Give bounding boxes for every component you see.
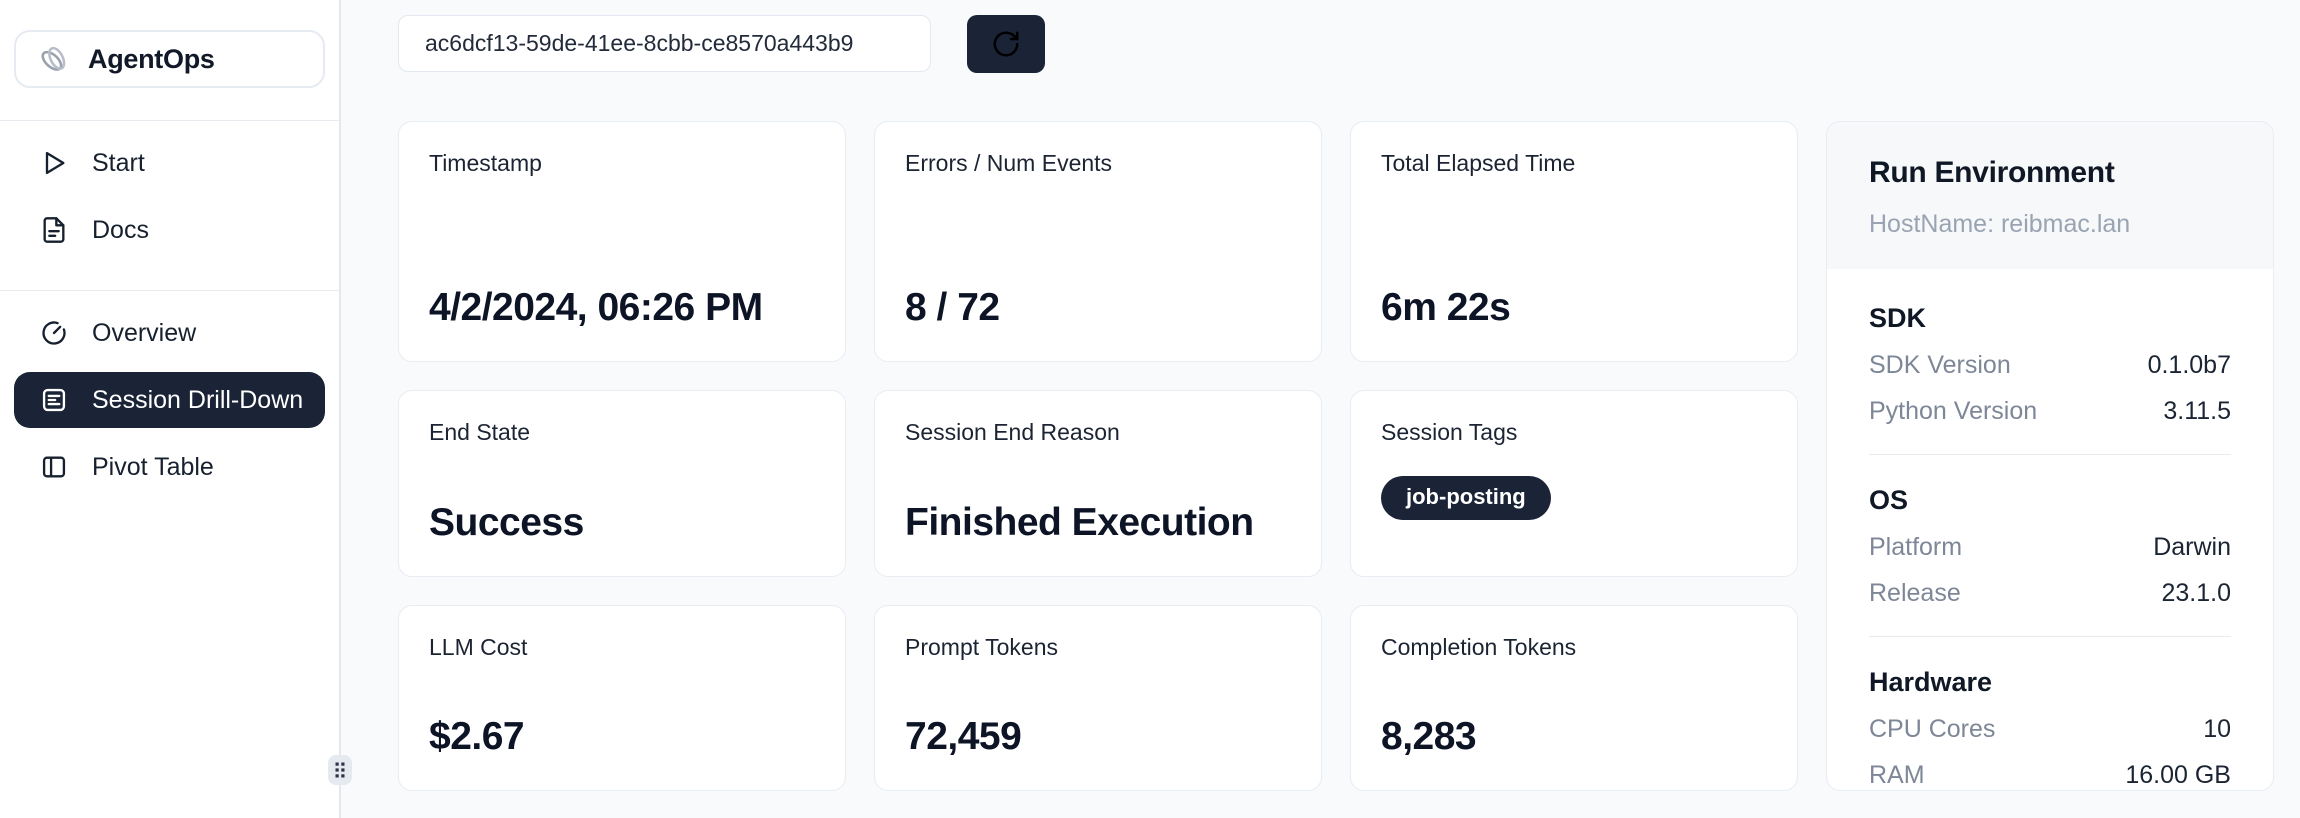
card-end-state: End State Success <box>398 390 846 577</box>
docs-icon <box>43 217 65 243</box>
env-row-value: 10 <box>2203 715 2231 743</box>
section-title-sdk: SDK <box>1869 303 1927 333</box>
card-label: Completion Tokens <box>1381 634 1577 660</box>
card-total-elapsed-time: Total Elapsed Time 6m 22s <box>1350 121 1798 362</box>
sidebar-item-docs[interactable]: Docs <box>14 202 325 258</box>
env-row: CPU Cores 10 <box>1869 715 2231 744</box>
sidebar-nav-main: Overview Session Drill-Down Pivot Table <box>14 305 325 495</box>
section-divider <box>1869 454 2231 455</box>
env-row-value: 0.1.0b7 <box>2147 351 2231 379</box>
sidebar-item-label: Start <box>92 148 145 177</box>
hostname-text: HostName: reibmac.lan <box>1869 210 2131 238</box>
run-environment-body: SDK SDK Version 0.1.0b7 Python Version 3… <box>1827 269 2273 790</box>
logo[interactable]: AgentOps <box>14 30 325 88</box>
card-label: Timestamp <box>429 150 542 176</box>
card-session-end-reason: Session End Reason Finished Execution <box>874 390 1322 577</box>
session-tag-badge: job-posting <box>1381 476 1551 520</box>
card-label: Session End Reason <box>905 419 1120 445</box>
agentops-logo-icon <box>36 41 72 77</box>
pivot-panel-icon <box>42 456 66 478</box>
refresh-icon <box>993 31 1019 57</box>
card-errors-num-events: Errors / Num Events 8 / 72 <box>874 121 1322 362</box>
grip-dots-icon <box>335 762 345 778</box>
env-row: Python Version 3.11.5 <box>1869 397 2231 426</box>
card-label: End State <box>429 419 531 445</box>
card-value: 8 / 72 <box>905 285 1000 329</box>
card-llm-cost: LLM Cost $2.67 <box>398 605 846 791</box>
run-environment-panel: Run Environment HostName: reibmac.lan SD… <box>1826 121 2274 791</box>
section-divider <box>1869 636 2231 637</box>
card-session-tags: Session Tags job-posting <box>1350 390 1798 577</box>
card-label: Prompt Tokens <box>905 634 1058 660</box>
sidebar-resize-handle[interactable] <box>328 755 352 785</box>
card-value: 6m 22s <box>1381 285 1511 329</box>
card-completion-tokens: Completion Tokens 8,283 <box>1350 605 1798 791</box>
sidebar-item-pivot-table[interactable]: Pivot Table <box>14 439 325 495</box>
logo-text: AgentOps <box>88 43 215 74</box>
sidebar-item-label: Docs <box>92 215 149 244</box>
section-title-os: OS <box>1869 485 1909 515</box>
sidebar-item-label: Pivot Table <box>92 452 214 481</box>
card-timestamp: Timestamp 4/2/2024, 06:26 PM <box>398 121 846 362</box>
card-label: LLM Cost <box>429 634 528 660</box>
section-title-hardware: Hardware <box>1869 667 1993 697</box>
sidebar-item-overview[interactable]: Overview <box>14 305 325 361</box>
sidebar-item-session-drill-down[interactable]: Session Drill-Down <box>14 372 325 428</box>
run-environment-header: Run Environment HostName: reibmac.lan <box>1827 122 2273 269</box>
play-icon <box>45 151 65 175</box>
card-value: $2.67 <box>429 714 525 758</box>
card-value: 72,459 <box>905 714 1022 758</box>
main-content: Timestamp 4/2/2024, 06:26 PM Errors / Nu… <box>341 0 2300 818</box>
sidebar-divider <box>0 290 339 291</box>
gauge-icon <box>42 321 66 345</box>
metrics-grid: Timestamp 4/2/2024, 06:26 PM Errors / Nu… <box>398 121 2274 791</box>
session-id-input[interactable] <box>398 15 931 72</box>
card-label: Session Tags <box>1381 419 1518 445</box>
env-row-value: 16.00 GB <box>2125 761 2231 789</box>
card-value: 4/2/2024, 06:26 PM <box>429 285 763 329</box>
sidebar-divider <box>0 120 339 121</box>
sidebar-item-start[interactable]: Start <box>14 135 325 191</box>
env-row: SDK Version 0.1.0b7 <box>1869 351 2231 380</box>
sidebar-item-label: Session Drill-Down <box>92 385 304 414</box>
env-row-label: SDK Version <box>1869 351 2011 379</box>
env-row-label: Platform <box>1869 533 1963 561</box>
env-row: Release 23.1.0 <box>1869 579 2231 608</box>
env-row-value: 3.11.5 <box>2163 397 2231 425</box>
panel-title: Run Environment <box>1869 156 2115 189</box>
card-value: Finished Execution <box>905 500 1254 544</box>
env-row: RAM 16.00 GB <box>1869 761 2231 790</box>
sidebar: AgentOps Start Docs <box>0 0 352 818</box>
env-row-value: Darwin <box>2153 533 2231 561</box>
card-value: Success <box>429 500 584 544</box>
sidebar-nav-top: Start Docs <box>14 135 325 258</box>
env-row-value: 23.1.0 <box>2161 579 2231 607</box>
card-label: Errors / Num Events <box>905 150 1113 176</box>
env-row-label: CPU Cores <box>1869 715 1996 743</box>
env-row-label: Release <box>1869 579 1961 607</box>
env-row: Platform Darwin <box>1869 533 2231 562</box>
env-row-label: Python Version <box>1869 397 2038 425</box>
env-row-label: RAM <box>1869 761 1925 789</box>
card-label: Total Elapsed Time <box>1381 150 1576 176</box>
refresh-button[interactable] <box>967 15 1045 73</box>
card-prompt-tokens: Prompt Tokens 72,459 <box>874 605 1322 791</box>
sidebar-item-label: Overview <box>92 318 197 347</box>
card-value: 8,283 <box>1381 714 1477 758</box>
session-toolbar <box>398 15 2300 73</box>
session-list-icon <box>42 388 66 412</box>
